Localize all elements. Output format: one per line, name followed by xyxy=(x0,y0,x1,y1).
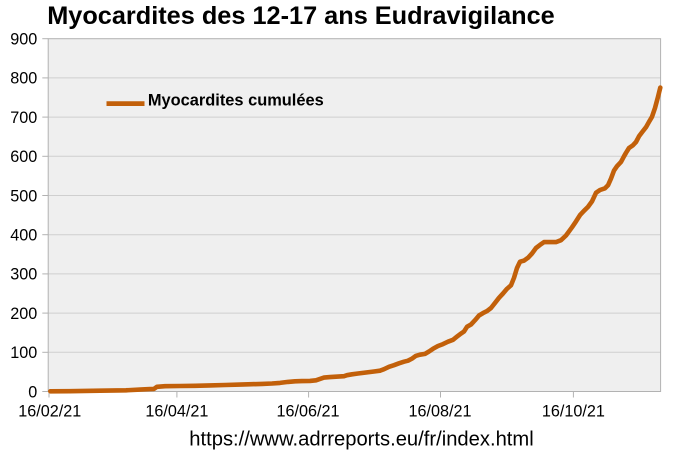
svg-text:500: 500 xyxy=(10,187,37,205)
svg-text:16/06/21: 16/06/21 xyxy=(276,403,339,421)
svg-text:700: 700 xyxy=(10,109,37,127)
svg-text:800: 800 xyxy=(10,70,37,88)
svg-text:400: 400 xyxy=(10,227,37,245)
svg-text:https://www.adrreports.eu/fr/i: https://www.adrreports.eu/fr/index.html xyxy=(189,428,533,450)
svg-text:Myocardites cumulées: Myocardites cumulées xyxy=(148,91,324,109)
svg-text:0: 0 xyxy=(28,383,37,401)
svg-text:300: 300 xyxy=(10,266,37,284)
svg-text:200: 200 xyxy=(10,305,37,323)
svg-text:16/08/21: 16/08/21 xyxy=(408,403,471,421)
svg-text:900: 900 xyxy=(10,31,37,49)
svg-text:Myocardites des 12-17 ans Eudr: Myocardites des 12-17 ans Eudravigilance xyxy=(47,2,555,30)
svg-text:16/10/21: 16/10/21 xyxy=(542,403,605,421)
svg-text:600: 600 xyxy=(10,148,37,166)
svg-text:100: 100 xyxy=(10,344,37,362)
svg-text:16/02/21: 16/02/21 xyxy=(18,403,81,421)
svg-text:16/04/21: 16/04/21 xyxy=(145,403,208,421)
